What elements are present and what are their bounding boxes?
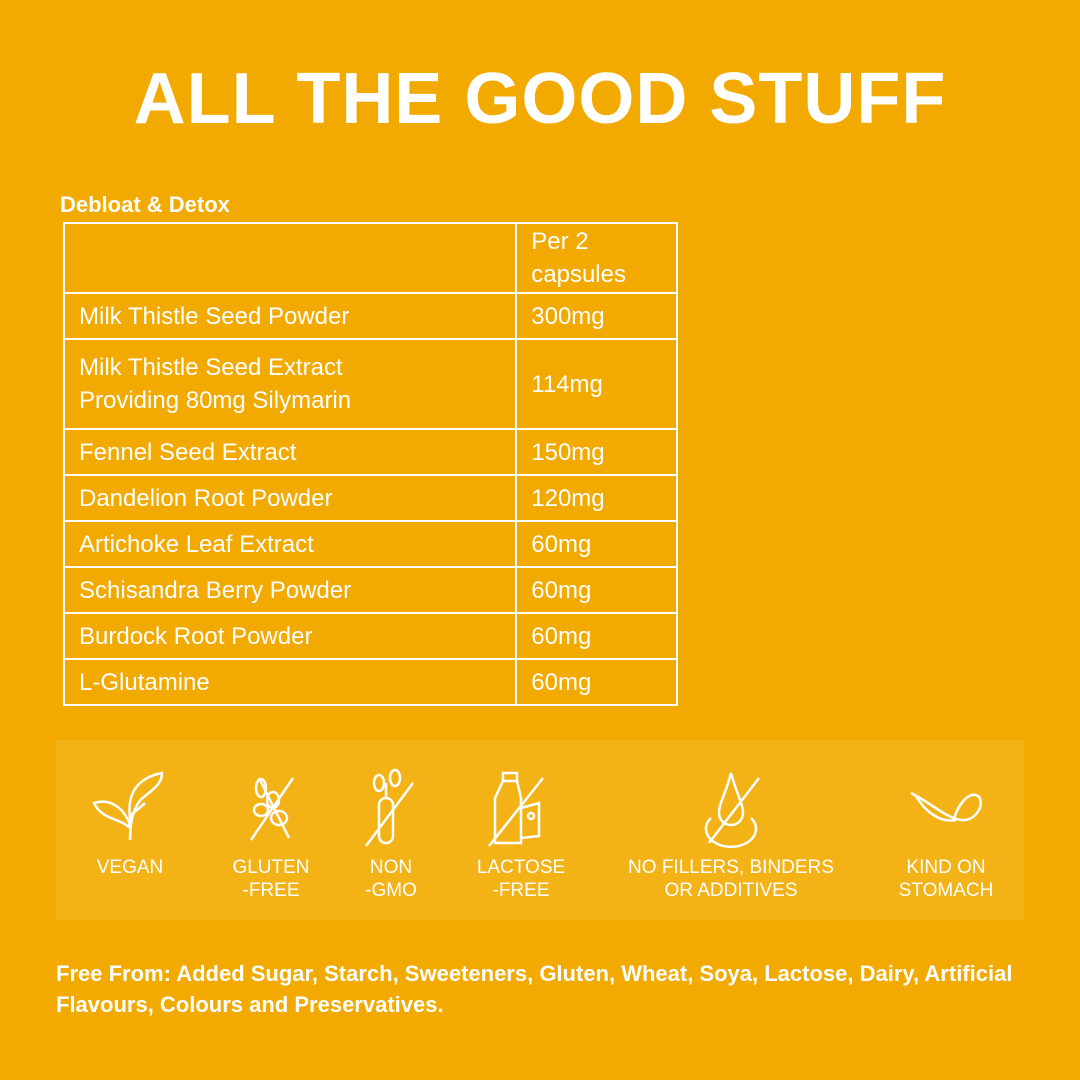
- amount: 60mg: [515, 612, 678, 660]
- badge-lactose-free: LACTOSE -FREE: [466, 740, 576, 902]
- badge-label: GLUTEN: [232, 857, 310, 878]
- badge-non-gmo: NON -GMO: [346, 740, 436, 902]
- ingredient: Dandelion Root Powder: [62, 474, 518, 522]
- page-title: ALL THE GOOD STUFF: [133, 59, 947, 139]
- table-header: Per 2 capsules: [62, 222, 678, 294]
- header-cell: Per 2 capsules: [515, 222, 678, 294]
- ingredient: L-Glutamine: [62, 658, 518, 706]
- leaf-icon: [92, 771, 164, 841]
- feather-icon: [910, 791, 983, 822]
- table-row: Schisandra Berry Powder 60mg: [62, 566, 678, 614]
- ingredient: Schisandra Berry Powder: [62, 566, 518, 614]
- ingredient: Milk Thistle Seed Extract Providing 80mg…: [62, 338, 518, 430]
- badge-label: -FREE: [242, 880, 300, 901]
- table-row: Dandelion Root Powder 120mg: [62, 474, 678, 522]
- ingredient: Burdock Root Powder: [62, 612, 518, 660]
- ingredient: Milk Thistle Seed Powder: [62, 292, 518, 340]
- table-row: Artichoke Leaf Extract 60mg: [62, 520, 678, 568]
- amount: 60mg: [515, 520, 678, 568]
- badge-gluten-free: GLUTEN -FREE: [216, 740, 326, 902]
- amount: 300mg: [515, 292, 678, 340]
- amount: 120mg: [515, 474, 678, 522]
- table-row: Fennel Seed Extract 150mg: [62, 428, 678, 476]
- header-cell: [62, 222, 518, 294]
- amount: 60mg: [515, 658, 678, 706]
- ingredient: Fennel Seed Extract: [62, 428, 518, 476]
- wheat-crossed-icon: [249, 777, 295, 841]
- milk-cheese-crossed-icon: [488, 771, 544, 847]
- badge-label: KIND ON: [906, 857, 986, 878]
- benefits-panel: VEGAN GLUTEN -FREE NON -GMO LACTOSE -FRE…: [56, 740, 1024, 920]
- test-tube-plant-crossed-icon: [364, 768, 415, 847]
- ingredient: Artichoke Leaf Extract: [62, 520, 518, 568]
- table-row: L-Glutamine 60mg: [62, 658, 678, 706]
- amount: 60mg: [515, 566, 678, 614]
- amount: 150mg: [515, 428, 678, 476]
- badge-label: -FREE: [492, 880, 550, 901]
- table-row: Milk Thistle Seed Powder 300mg: [62, 292, 678, 340]
- badge-label: NO FILLERS, BINDERS: [628, 857, 834, 878]
- badge-no-fillers: NO FILLERS, BINDERS OR ADDITIVES: [616, 740, 846, 902]
- amount: 114mg: [515, 338, 678, 430]
- ingredients-table: Per 2 capsules Milk Thistle Seed Powder 3…: [62, 222, 678, 706]
- free-from-text: Free From: Added Sugar, Starch, Sweetene…: [56, 961, 1013, 1017]
- badge-label: VEGAN: [96, 857, 164, 878]
- badge-label: -GMO: [365, 880, 417, 901]
- badge-label: OR ADDITIVES: [664, 880, 798, 901]
- drop-crossed-icon: [704, 772, 760, 848]
- badge-label: NON: [369, 857, 413, 878]
- table-row: Burdock Root Powder 60mg: [62, 612, 678, 660]
- badge-kind-on-stomach: KIND ON STOMACH: [886, 740, 1006, 902]
- badge-label: STOMACH: [898, 880, 994, 901]
- table-row: Milk Thistle Seed Extract Providing 80mg…: [62, 338, 678, 430]
- badge-label: LACTOSE: [476, 857, 566, 878]
- product-name: Debloat & Detox: [60, 192, 230, 217]
- badge-vegan: VEGAN: [70, 740, 190, 879]
